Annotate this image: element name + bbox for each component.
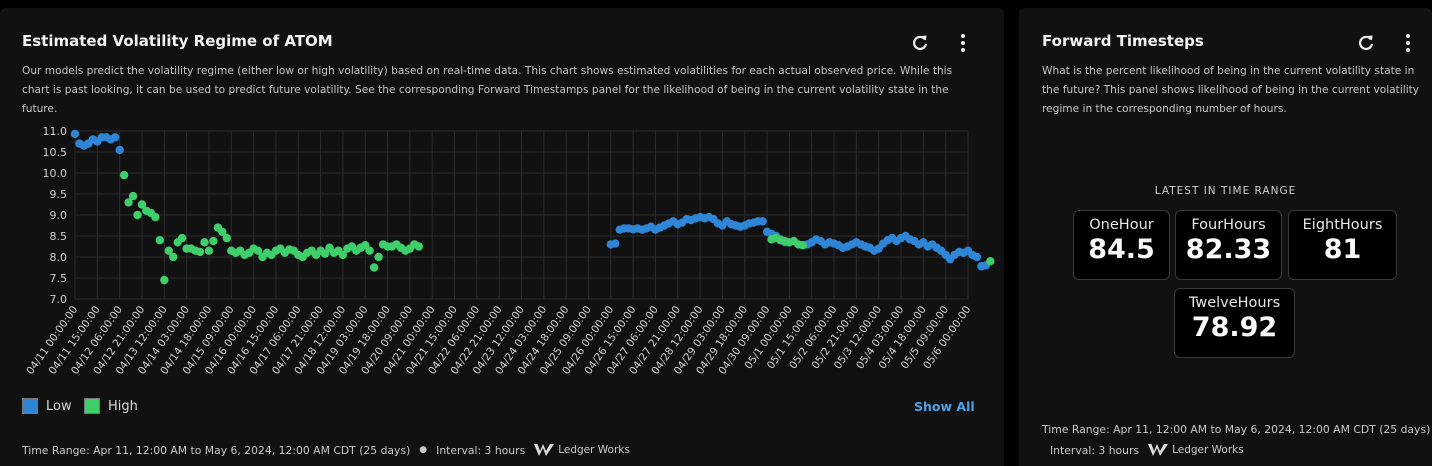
data-point-high <box>365 246 374 255</box>
panel-footer: Time Range: Apr 11, 12:00 AM to May 6, 2… <box>22 443 630 457</box>
time-range-footer: Time Range: Apr 11, 12:00 AM to May 6, 2… <box>1042 423 1432 436</box>
legend-low-swatch <box>22 398 38 414</box>
data-point-high <box>128 191 138 201</box>
y-tick-label: 7.5 <box>50 272 68 285</box>
data-point-high <box>124 198 133 207</box>
data-point-high <box>151 212 160 222</box>
stat-twelve-hours: TwelveHours 78.92 <box>1174 288 1295 358</box>
stat-one-hour: OneHour 84.5 <box>1073 210 1170 280</box>
volatility-regime-panel: Estimated Volatility Regime of ATOM Our … <box>0 8 1004 466</box>
data-point-low <box>110 133 120 142</box>
data-point-low <box>70 129 80 139</box>
time-range-text: Time Range: Apr 11, 12:00 AM to May 6, 2… <box>1042 423 1431 436</box>
legend-low[interactable]: Low <box>22 397 72 415</box>
data-point-high <box>160 275 169 285</box>
data-point-high <box>119 170 129 180</box>
data-point-high <box>374 252 383 262</box>
stat-label: OneHour <box>1089 217 1154 233</box>
y-tick-label: 11.0 <box>43 125 68 138</box>
y-tick-label: 10.5 <box>43 146 68 159</box>
more-vertical-icon[interactable] <box>953 32 973 54</box>
data-point-high <box>253 246 263 255</box>
panel-title: Estimated Volatility Regime of ATOM <box>22 32 333 50</box>
data-point-high <box>195 247 205 257</box>
stat-value: 78.92 <box>1191 312 1278 343</box>
data-point-high <box>164 246 173 255</box>
refresh-icon[interactable] <box>1356 32 1376 54</box>
show-all-button[interactable]: Show All <box>914 399 975 414</box>
data-point-high <box>338 250 348 260</box>
data-point-high <box>169 252 178 262</box>
stat-value: 82.33 <box>1185 234 1272 265</box>
interval-text: Interval: 3 hours <box>436 443 526 457</box>
data-point-high <box>137 200 147 209</box>
ledger-works-logo-icon <box>1148 444 1169 456</box>
y-tick-label: 10.0 <box>43 167 68 180</box>
brand-name: Ledger Works <box>1172 444 1244 456</box>
interval-text: Interval: 3 hours <box>1050 443 1140 457</box>
legend-low-label: Low <box>46 398 72 414</box>
data-point-high <box>204 246 214 255</box>
ledger-works-brand: Ledger Works <box>534 443 630 457</box>
legend-high[interactable]: High <box>84 397 138 415</box>
panel-description: What is the percent likelihood of being … <box>1042 65 1420 115</box>
data-point-high <box>222 233 232 243</box>
latest-in-time-range-label: LATEST IN TIME RANGE <box>1154 185 1297 197</box>
interval-footer: Interval: 3 hours Ledger Works <box>1050 443 1244 457</box>
y-tick-label: 7.0 <box>50 293 68 306</box>
data-point-low <box>972 252 982 262</box>
data-point-high <box>218 227 227 236</box>
data-point-high <box>155 236 165 245</box>
more-vertical-icon[interactable] <box>1398 32 1418 54</box>
refresh-icon[interactable] <box>910 32 930 54</box>
stat-label: EightHours <box>1302 217 1383 233</box>
data-point-low <box>115 145 124 155</box>
data-point-low <box>611 239 620 248</box>
stat-value: 81 <box>1323 234 1362 265</box>
y-tick-label: 9.0 <box>50 209 68 222</box>
stat-eight-hours: EightHours 81 <box>1288 210 1397 280</box>
legend-high-swatch <box>84 398 100 414</box>
stat-value: 84.5 <box>1088 234 1155 265</box>
legend-high-label: High <box>108 398 138 414</box>
data-point-high <box>414 242 424 251</box>
data-point-high <box>177 233 187 243</box>
panel-description: Our models predict the volatility regime… <box>22 65 953 115</box>
y-tick-label: 8.0 <box>50 251 68 264</box>
stat-four-hours: FourHours 82.33 <box>1175 210 1282 280</box>
data-point-high <box>209 236 218 246</box>
ledger-works-logo-icon <box>534 444 555 456</box>
y-tick-label: 8.5 <box>50 230 68 243</box>
data-point-high <box>320 249 330 258</box>
panel-title: Forward Timesteps <box>1042 32 1204 50</box>
stat-label: FourHours <box>1191 217 1266 233</box>
volatility-scatter-chart[interactable]: 7.07.58.08.59.09.510.010.511.004/11 00:0… <box>0 8 1004 388</box>
data-point-high <box>133 210 142 220</box>
data-point-low <box>758 217 767 226</box>
forward-timesteps-panel: Forward Timesteps What is the percent li… <box>1019 8 1432 466</box>
stat-label: TwelveHours <box>1188 295 1281 311</box>
time-range-text: Time Range: Apr 11, 12:00 AM to May 6, 2… <box>22 443 411 457</box>
data-point-high <box>200 238 209 247</box>
data-point-high <box>369 263 379 272</box>
ledger-works-brand: Ledger Works <box>1148 443 1244 457</box>
data-point-high <box>798 241 807 250</box>
brand-name: Ledger Works <box>558 444 630 456</box>
y-tick-label: 9.5 <box>50 188 68 201</box>
data-point-high <box>986 257 995 266</box>
